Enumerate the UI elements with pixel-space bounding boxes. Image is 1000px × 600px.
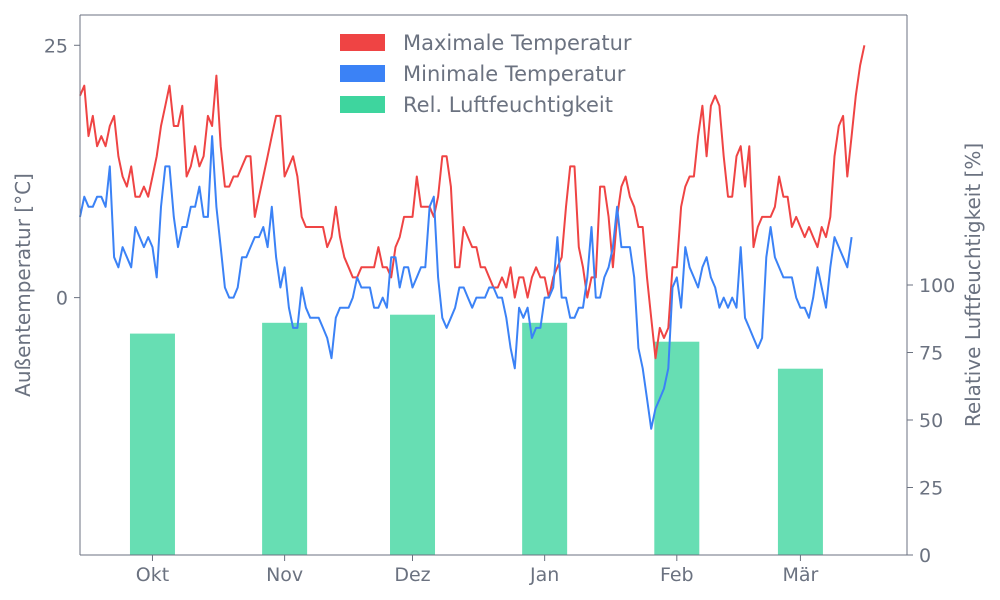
x-tick-label-mär: Mär	[782, 564, 818, 586]
legend-label-2: Minimale Temperatur	[403, 62, 626, 86]
min-temp-line	[79, 135, 853, 430]
right-tick-label: 25	[919, 478, 943, 500]
humidity-bar-2	[262, 322, 308, 555]
right-tick-label: 100	[919, 275, 955, 297]
axes: 0 25 0 25 50 75 100 Okt Nov Dez Jan Feb Mär	[44, 14, 955, 586]
legend-label-1: Maximale Temperatur	[403, 31, 632, 55]
humidity-bar-1	[129, 333, 175, 555]
legend-swatch-2	[340, 65, 385, 82]
right-tick-label: 75	[919, 343, 943, 365]
humidity-bar-6	[777, 368, 823, 555]
y-axis-label-right: Relative Luftfeuchtigkeit [%]	[961, 143, 985, 427]
x-tick-label-jan: Jan	[529, 564, 559, 586]
right-tick-label: 0	[919, 545, 931, 567]
humidity-bars	[129, 314, 823, 555]
humidity-bar-4	[522, 322, 568, 555]
humidity-bar-3	[390, 314, 436, 555]
legend: Maximale Temperatur Minimale Temperatur Re…	[340, 31, 632, 117]
x-tick-label-nov: Nov	[266, 564, 303, 586]
left-tick-label: 25	[44, 35, 68, 57]
right-tick-label: 50	[919, 410, 943, 432]
legend-label-3: Rel. Luftfeuchtigkeit	[403, 93, 613, 117]
legend-swatch-3	[340, 96, 385, 113]
left-tick-label: 0	[56, 288, 68, 310]
humidity-bar-5	[654, 341, 700, 555]
temperature-lines	[79, 45, 866, 430]
max-temp-line	[79, 45, 866, 360]
y-axis-label-left: Außentemperatur [°C]	[11, 173, 35, 397]
x-tick-label-dez: Dez	[394, 564, 430, 586]
legend-swatch-1	[340, 34, 385, 51]
x-tick-label-feb: Feb	[660, 564, 694, 586]
x-tick-label-okt: Okt	[136, 564, 169, 586]
